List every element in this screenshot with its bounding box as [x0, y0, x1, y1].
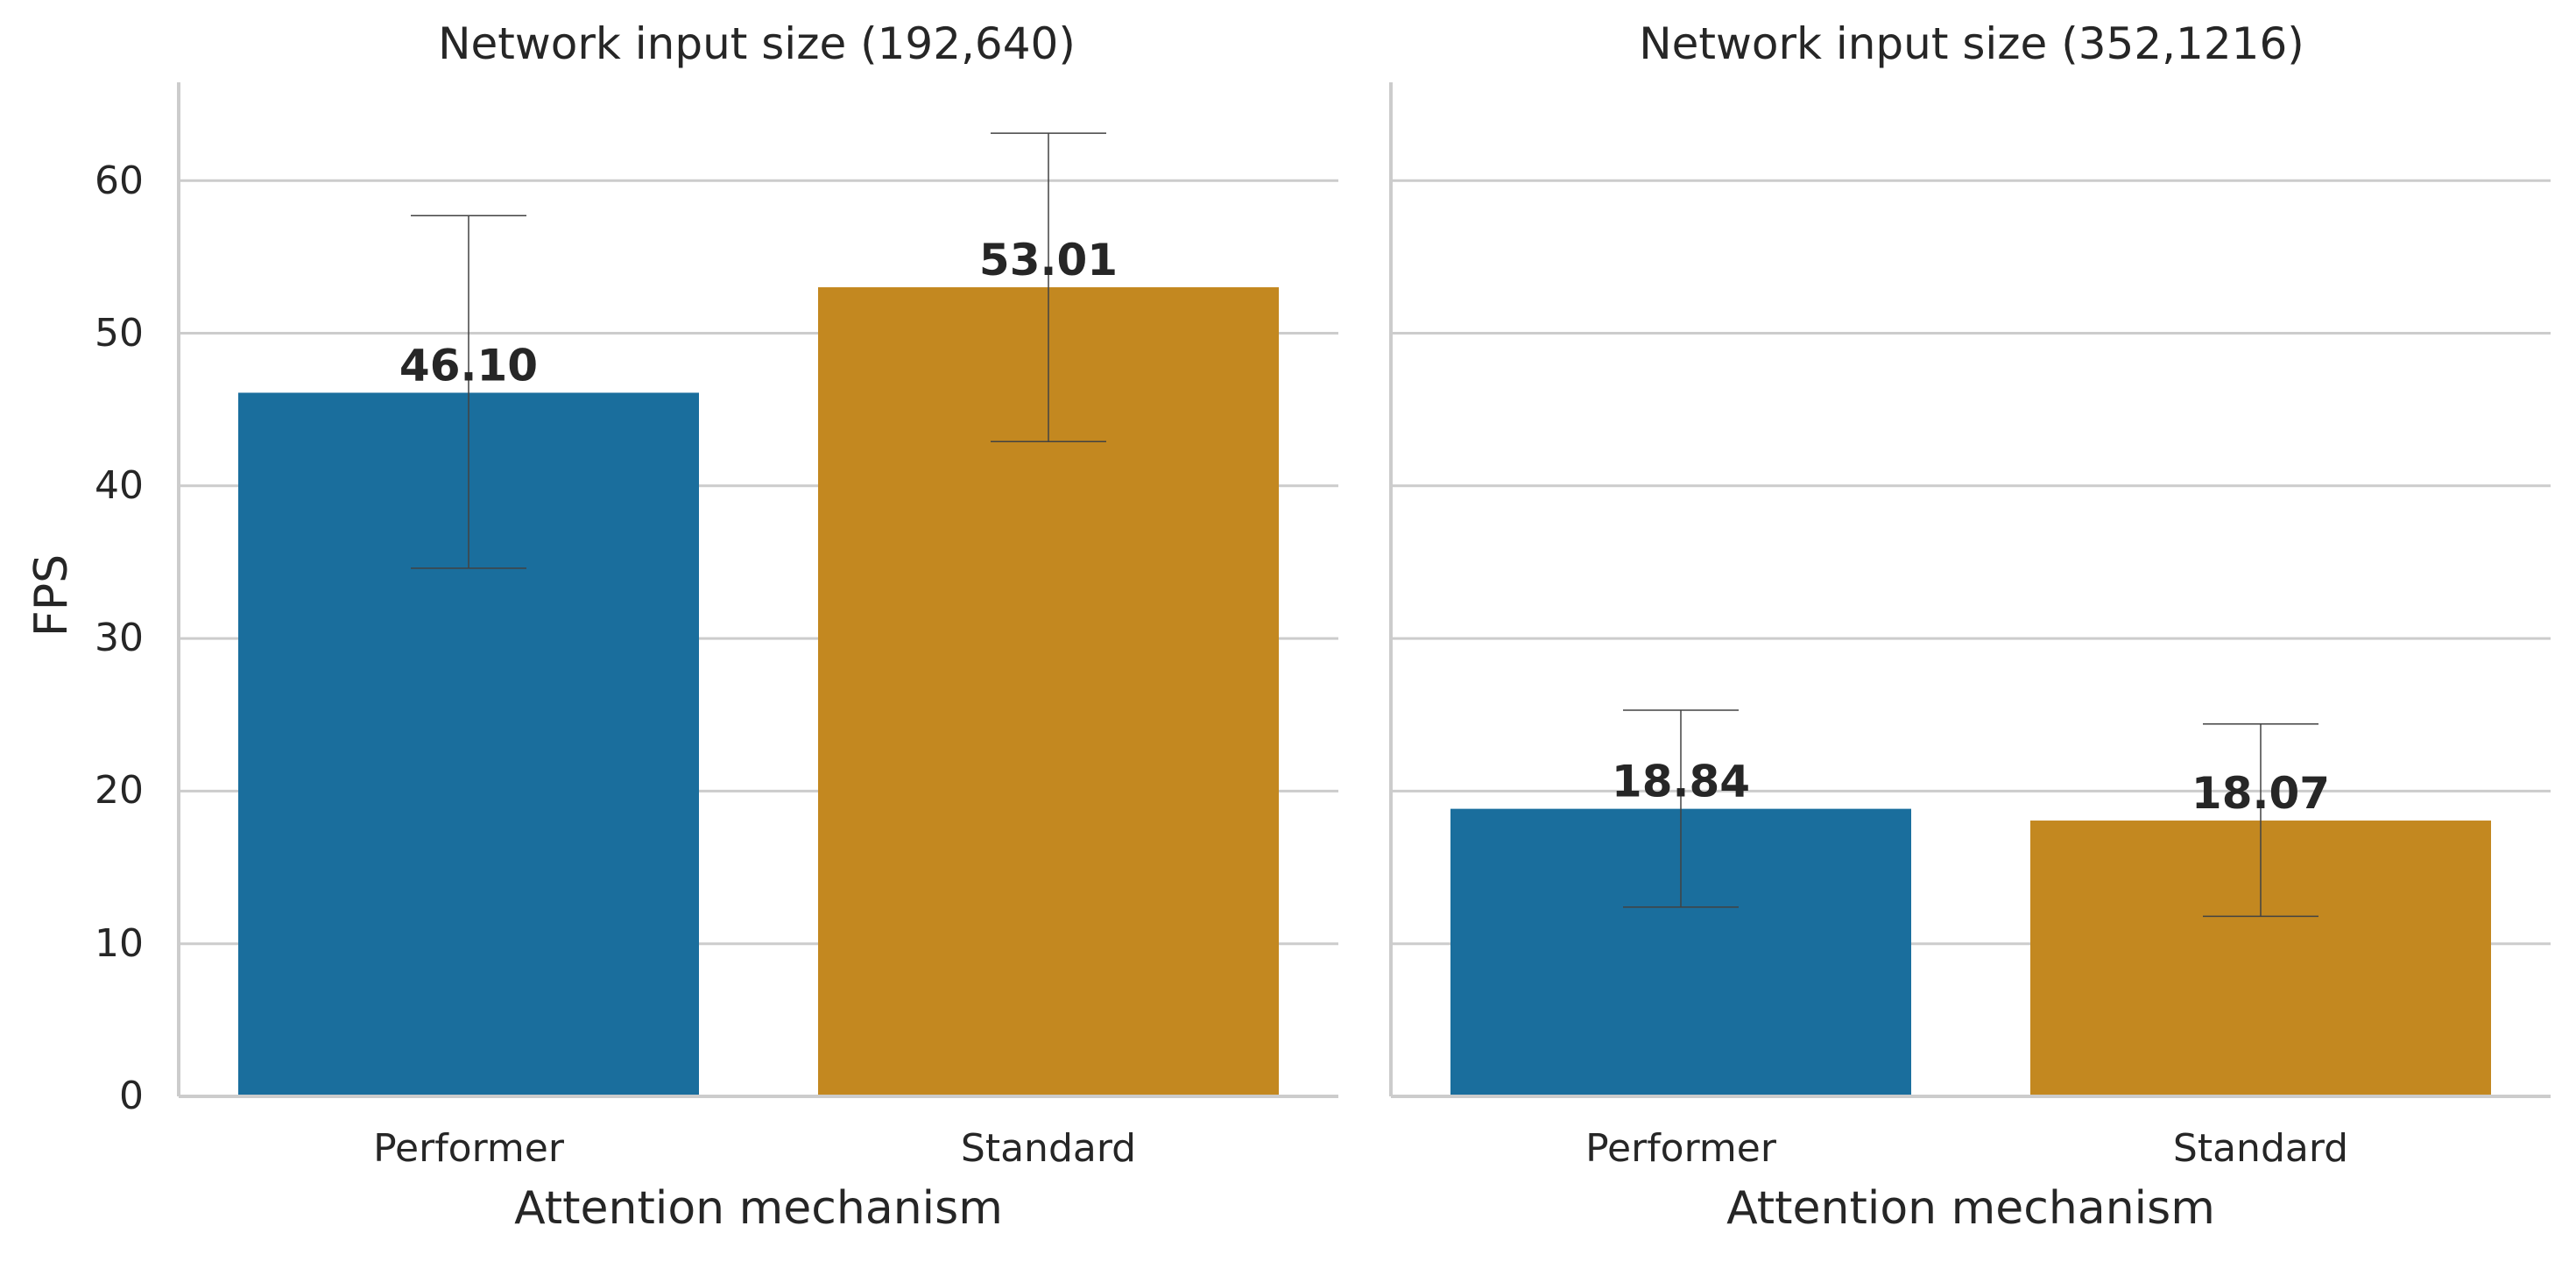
- panel-title: Network input size (352,1216): [1639, 18, 2304, 69]
- y-axis-title: FPS: [25, 554, 78, 637]
- panel-192x640: Network input size (192,640) 46.1053.01 …: [177, 18, 1338, 1235]
- y-tick-label: 50: [95, 311, 144, 356]
- bars: [1450, 808, 2491, 1096]
- x-axis-title: Attention mechanism: [1726, 1182, 2215, 1235]
- y-tick-label: 0: [119, 1074, 144, 1118]
- panel-title: Network input size (192,640): [438, 18, 1076, 69]
- bar-value-label: 18.84: [1612, 757, 1750, 807]
- bar-value-label: 18.07: [2191, 768, 2330, 819]
- x-tick-label: Performer: [1585, 1126, 1777, 1171]
- y-tick-label: 30: [95, 616, 144, 660]
- y-tick-label: 40: [95, 463, 144, 508]
- error-bars: [1623, 709, 2318, 918]
- bar-value-labels: 18.84 18.07: [1612, 757, 2330, 819]
- error-bars: [411, 132, 1106, 569]
- bar-value-labels: 46.10 53.01: [399, 235, 1118, 391]
- x-tick-label: Performer: [373, 1126, 565, 1171]
- x-tick-labels: Performer Standard: [1585, 1126, 2348, 1171]
- y-tick-label: 10: [95, 921, 144, 966]
- x-axis-title: Attention mechanism: [514, 1182, 1003, 1235]
- bars: [238, 287, 1279, 1096]
- x-tick-labels: Performer Standard: [373, 1126, 1136, 1171]
- bar-value-label: 53.01: [979, 235, 1118, 285]
- y-tick-label: 60: [95, 159, 144, 203]
- y-tick-labels: 0 10 20 30 40 50 60: [95, 159, 144, 1118]
- x-tick-label: Standard: [961, 1126, 1136, 1171]
- bar-value-label: 46.10: [399, 340, 538, 391]
- panel-352x1216: Network input size (352,1216) 18.84 18.07…: [1389, 18, 2551, 1235]
- y-tick-label: 20: [95, 768, 144, 813]
- x-tick-label: Standard: [2173, 1126, 2348, 1171]
